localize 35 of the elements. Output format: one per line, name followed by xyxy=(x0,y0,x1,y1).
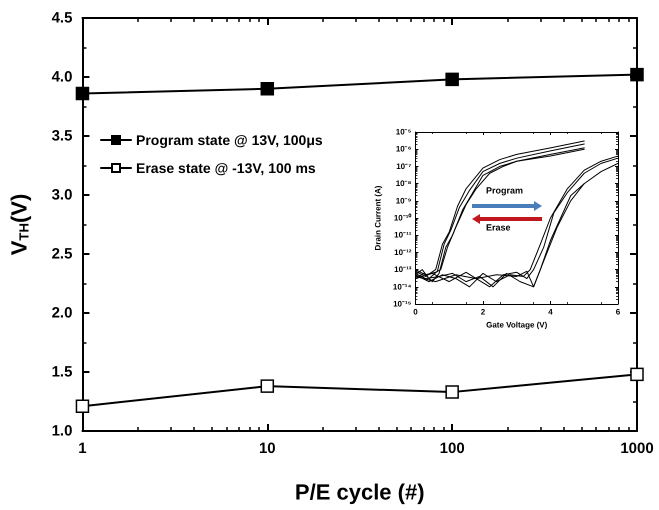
x-tick-label: 0 xyxy=(413,308,418,316)
y-axis-title: Drain Current (A) xyxy=(374,185,382,250)
annotation: Program xyxy=(486,186,524,196)
y-axis-title: VTH(V) xyxy=(6,194,32,256)
y-tick-label: 10⁻¹¹ xyxy=(394,230,412,240)
y-tick-label: 2.0 xyxy=(52,304,72,322)
y-tick-label: 10⁻¹⁴ xyxy=(392,282,412,292)
y-tick-label: 10⁻⁷ xyxy=(396,162,412,171)
x-tick-label: 1 xyxy=(78,440,87,457)
annotation: Erase xyxy=(486,222,511,232)
legend-label: Program state @ 13V, 100μs xyxy=(136,132,323,148)
x-tick-label: 2 xyxy=(480,308,486,316)
y-tick-label: 4.5 xyxy=(52,10,72,26)
x-tick-label: 10 xyxy=(258,440,276,457)
x-tick-label: 6 xyxy=(616,308,621,316)
y-tick-label: 3.5 xyxy=(52,128,72,144)
x-tick-label: 4 xyxy=(548,308,554,316)
legend-label: Erase state @ -13V, 100 ms xyxy=(136,160,316,176)
y-tick-label: 10⁻⁵ xyxy=(396,128,412,136)
y-tick-label: 10⁻¹⁰ xyxy=(394,214,412,222)
x-tick-label: 1000 xyxy=(620,440,654,457)
x-tick-label: 100 xyxy=(440,440,465,457)
y-tick-label: 10⁻⁶ xyxy=(396,144,412,154)
y-tick-label: 10⁻⁸ xyxy=(396,179,412,188)
x-axis-title: P/E cycle (#) xyxy=(294,480,425,504)
y-tick-label: 4.0 xyxy=(52,68,72,86)
y-tick-label: 1.0 xyxy=(52,422,72,440)
y-tick-label: 10⁻⁹ xyxy=(396,196,412,206)
y-tick-label: 2.5 xyxy=(52,246,72,262)
y-tick-label: 1.5 xyxy=(52,364,72,380)
y-tick-label: 10⁻¹² xyxy=(394,248,412,257)
x-axis-title: Gate Voltage (V) xyxy=(486,320,548,330)
y-tick-label: 3.0 xyxy=(52,186,72,204)
y-tick-label: 10⁻¹³ xyxy=(394,265,412,274)
y-tick-label: 10⁻¹⁵ xyxy=(393,300,412,308)
